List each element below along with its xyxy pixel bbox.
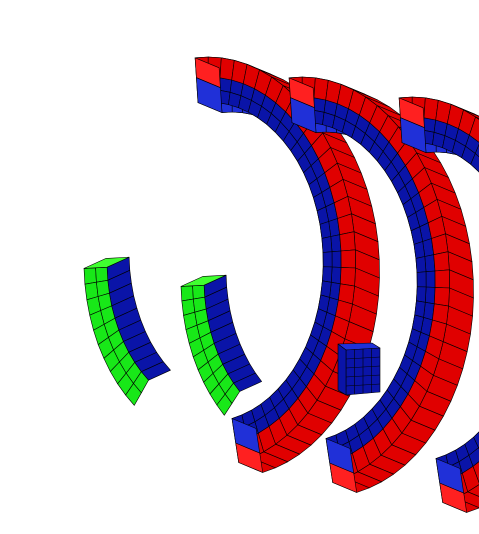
- coil-1: [194, 56, 380, 473]
- red-front-cell: [469, 116, 479, 143]
- blue-end-cap: [325, 438, 355, 474]
- spacer-2: [180, 274, 263, 416]
- blue-front-cell: [319, 221, 332, 239]
- support-block: [337, 342, 381, 396]
- blue-front-cell: [320, 280, 332, 298]
- blue-end-cap: [290, 97, 317, 133]
- blue-front-cell: [474, 143, 479, 158]
- blue-front-cell: [321, 236, 333, 253]
- blue-front-cell: [331, 250, 342, 268]
- spacer-top-cap: [180, 274, 227, 287]
- blue-front-cell: [415, 256, 427, 273]
- blue-end-cap: [231, 418, 261, 454]
- spacer-green-cell: [180, 285, 194, 302]
- blue-front-cell: [424, 286, 436, 305]
- spacer-1: [83, 256, 171, 406]
- blue-end-cap: [196, 77, 223, 113]
- coil-2: [288, 76, 474, 493]
- spacer-green-cell: [95, 266, 109, 283]
- blue-front-cell: [330, 266, 342, 285]
- red-front-cell: [434, 269, 450, 289]
- blue-front-cell: [413, 241, 426, 259]
- blue-front-cell: [422, 117, 437, 133]
- blue-front-cell: [424, 254, 436, 273]
- spacer-green-cell: [83, 267, 97, 285]
- blue-front-cell: [416, 271, 427, 288]
- blue-front-cell: [322, 266, 333, 283]
- spacer-green-cell: [133, 371, 149, 394]
- blue-front-cell: [416, 286, 427, 303]
- blue-front-cell: [218, 77, 232, 93]
- blue-front-cell: [312, 97, 327, 113]
- blue-front-cell: [425, 270, 436, 288]
- blue-front-cell: [322, 251, 333, 268]
- coil-3: [398, 96, 479, 513]
- red-front-cell: [433, 287, 450, 307]
- blue-end-cap: [435, 458, 465, 494]
- spacer-green-cell: [224, 382, 240, 404]
- blue-end-cap: [400, 117, 427, 153]
- red-front-cell: [433, 251, 450, 272]
- blue-front-cell: [414, 300, 426, 318]
- blue-front-cell: [330, 234, 342, 252]
- red-front-cell: [340, 249, 356, 269]
- spacer-green-cell: [192, 284, 205, 300]
- red-front-cell: [339, 267, 356, 287]
- blue-front-cell: [470, 153, 479, 173]
- block-side: [337, 343, 347, 396]
- red-front-cell: [339, 231, 356, 252]
- spacer-top-cap: [83, 256, 130, 269]
